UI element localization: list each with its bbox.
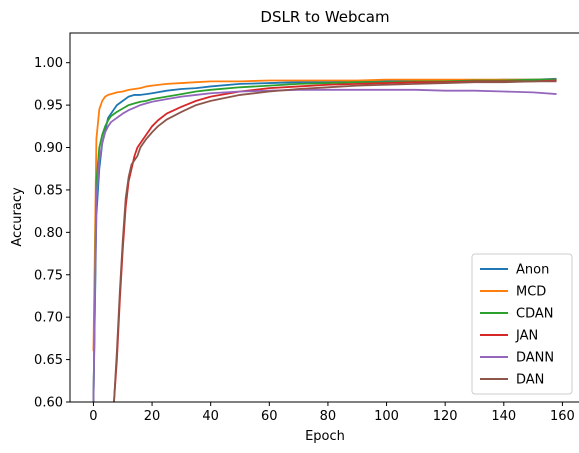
x-tick-label: 120 — [433, 409, 458, 424]
x-tick-label: 40 — [202, 409, 219, 424]
x-tick-label: 140 — [491, 409, 516, 424]
legend-label-dan: DAN — [516, 373, 544, 388]
y-axis: 0.60 0.65 0.70 0.75 0.80 0.85 0.90 0.95 1.00 — [34, 56, 70, 411]
y-tick-label: 0.60 — [34, 396, 63, 411]
legend-label-cdan: CDAN — [516, 307, 553, 322]
y-tick-label: 0.80 — [34, 226, 63, 241]
x-tick-label: 0 — [89, 409, 97, 424]
x-tick-label: 160 — [550, 409, 575, 424]
x-axis-label: Epoch — [305, 429, 345, 444]
legend: Anon MCD CDAN JAN DANN DAN — [471, 253, 573, 395]
y-axis-label: Accuracy — [10, 187, 25, 247]
x-tick-label: 80 — [320, 409, 337, 424]
plot-lines — [92, 77, 557, 402]
y-tick-label: 0.70 — [34, 311, 63, 326]
plot-frame — [69, 32, 579, 403]
y-tick-label: 0.65 — [34, 353, 63, 368]
x-tick-label: 20 — [144, 409, 161, 424]
y-tick-label: 0.90 — [34, 141, 63, 156]
x-tick-label: 100 — [374, 409, 399, 424]
y-tick-label: 0.75 — [34, 268, 63, 283]
series-line-dann — [92, 88, 557, 402]
y-tick-label: 0.95 — [34, 99, 63, 114]
series-line-mcd — [92, 78, 557, 352]
legend-label-anon: Anon — [516, 263, 549, 278]
legend-frame — [471, 253, 573, 395]
legend-label-mcd: MCD — [516, 285, 546, 300]
y-tick-label: 0.85 — [34, 183, 63, 198]
x-tick-label: 60 — [261, 409, 278, 424]
legend-label-jan: JAN — [515, 329, 538, 344]
series-line-dan — [113, 80, 557, 402]
chart-title: DSLR to Webcam — [260, 8, 389, 26]
legend-label-dann: DANN — [516, 351, 554, 366]
y-tick-label: 1.00 — [34, 56, 63, 71]
x-axis: 0 20 40 60 80 100 120 140 160 — [89, 402, 575, 424]
